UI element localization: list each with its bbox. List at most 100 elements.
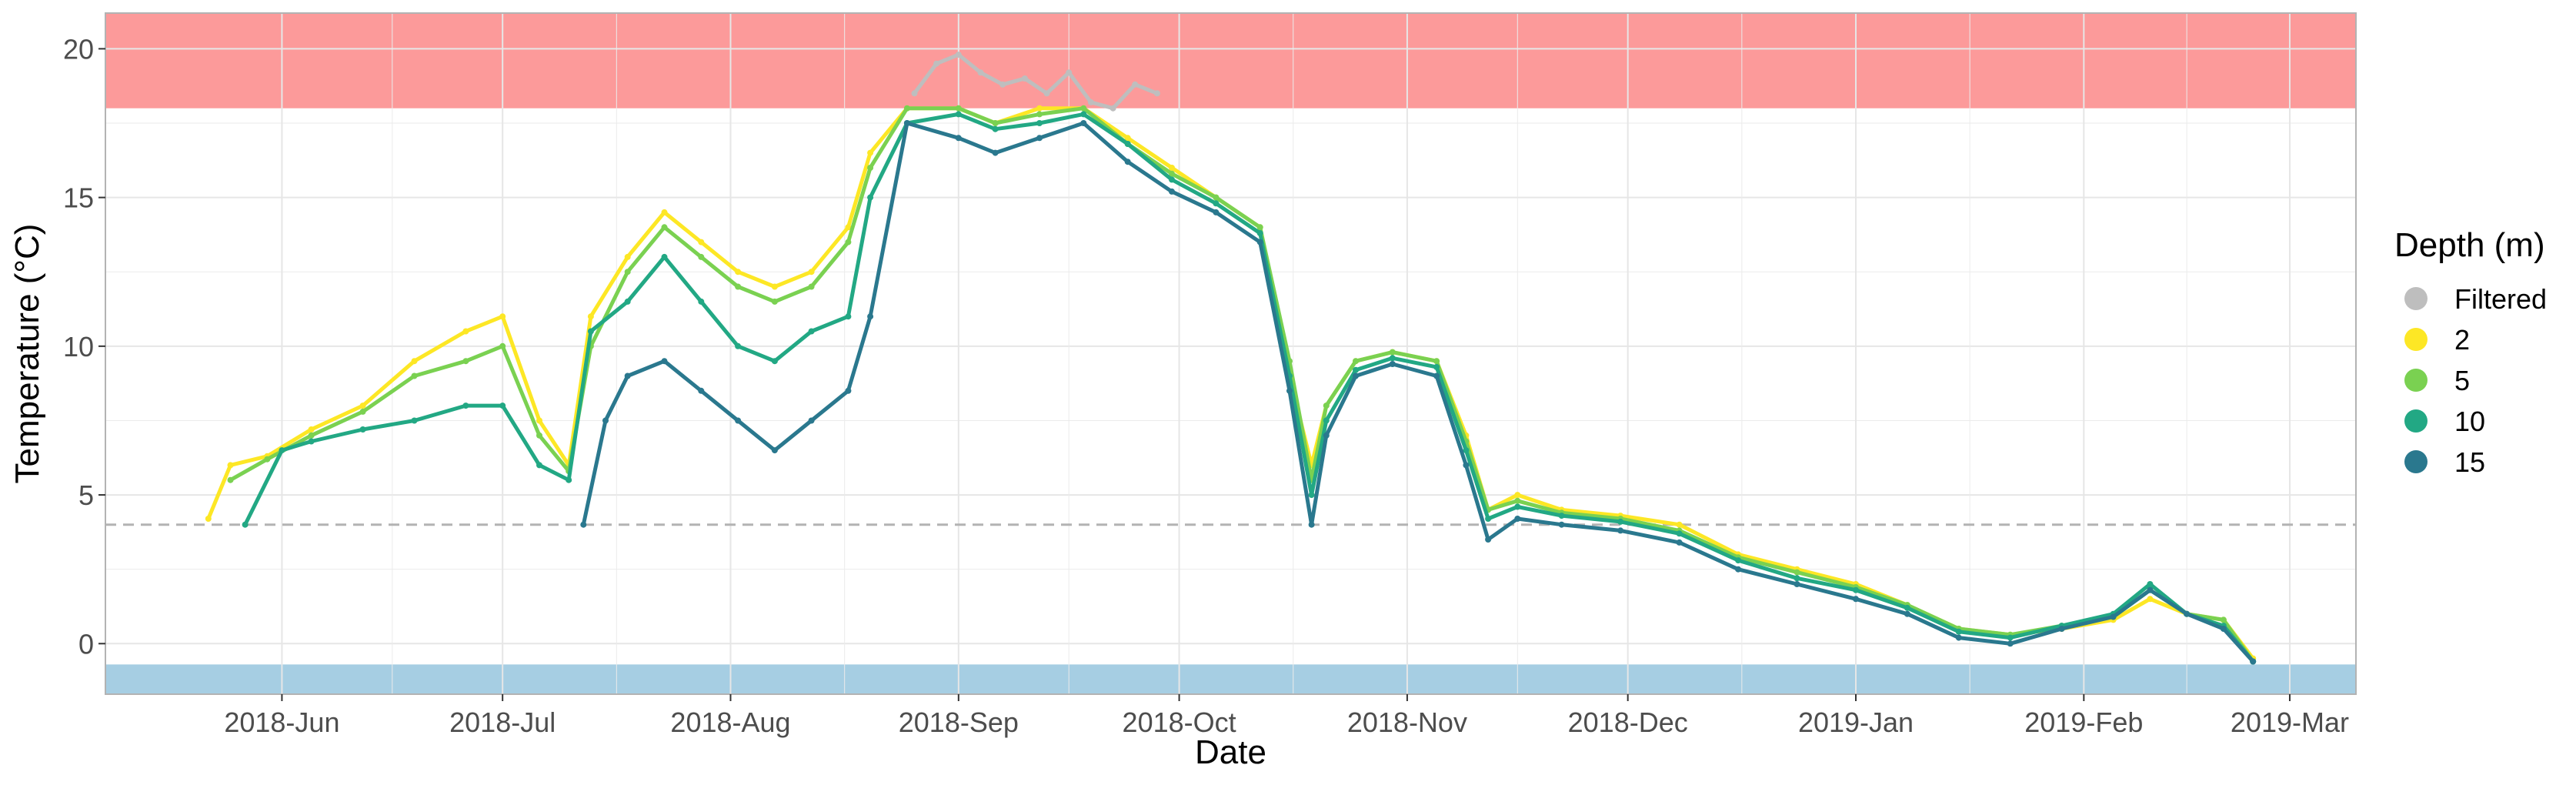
data-point (1955, 634, 1962, 641)
band-upper (105, 13, 2356, 109)
data-point (1080, 111, 1087, 118)
data-point (624, 269, 631, 276)
y-tick-label: 10 (63, 331, 94, 362)
legend-label: 10 (2454, 406, 2485, 437)
legend: Depth (m) Filtered 2 5 10 15 (2394, 226, 2547, 478)
data-point (308, 438, 315, 445)
data-point (1389, 355, 1396, 362)
y-axis-title: Temperature (°C) (8, 224, 46, 484)
data-point (2147, 596, 2154, 603)
data-point (242, 521, 249, 528)
data-point (1353, 358, 1359, 365)
y-tick-label: 0 (78, 628, 94, 660)
data-point (1213, 200, 1220, 207)
data-point (735, 269, 742, 276)
data-point (1485, 536, 1492, 543)
x-tick-label: 2018-Aug (670, 706, 790, 738)
data-point (580, 521, 587, 528)
data-point (698, 239, 705, 246)
data-point (264, 456, 271, 463)
data-point (499, 313, 506, 320)
data-point (1617, 527, 1624, 534)
data-point (1735, 557, 1742, 564)
data-point (308, 426, 315, 433)
data-point (771, 298, 778, 305)
legend-key-2 (2404, 328, 2428, 351)
y-tick-label: 15 (63, 182, 94, 214)
data-point (1036, 105, 1043, 112)
data-point (411, 372, 418, 379)
data-point (845, 313, 852, 320)
data-point (2147, 581, 2154, 587)
x-tick-label: 2018-Sep (899, 706, 1019, 738)
data-point (1124, 141, 1131, 147)
x-tick-label: 2019-Feb (2024, 706, 2143, 738)
data-point (308, 432, 315, 439)
data-point (624, 372, 631, 379)
data-point (1676, 530, 1683, 537)
data-point (1514, 497, 1521, 504)
data-point (1043, 90, 1050, 97)
data-point (1433, 358, 1440, 365)
data-point (808, 328, 815, 335)
data-point (2007, 640, 2014, 647)
data-point (977, 69, 984, 76)
data-point (845, 387, 852, 394)
data-point (1676, 521, 1683, 528)
data-point (602, 417, 609, 424)
x-tick-label: 2018-Dec (1568, 706, 1688, 738)
plot-panel-border (105, 12, 2357, 695)
data-point (1389, 361, 1396, 367)
data-point (1132, 81, 1139, 88)
data-point (1308, 521, 1315, 528)
data-point (411, 358, 418, 365)
legend-key-10 (2404, 409, 2428, 433)
y-tick-label: 20 (63, 33, 94, 65)
x-tick-label: 2018-Jun (224, 706, 339, 738)
data-point (1036, 111, 1043, 118)
data-point (2007, 634, 2014, 641)
band-lower (105, 664, 2356, 694)
data-point (735, 417, 742, 424)
data-point (566, 476, 572, 483)
data-point (1323, 432, 1330, 439)
data-point (2220, 626, 2227, 632)
data-point (1794, 575, 1800, 582)
x-tick-label: 2018-Oct (1123, 706, 1236, 738)
legend-label: Filtered (2454, 283, 2547, 315)
data-point (1794, 569, 1800, 576)
gridlines (105, 13, 2356, 694)
data-point (1389, 349, 1396, 356)
data-point (462, 358, 469, 365)
x-tick-label: 2018-Nov (1347, 706, 1467, 738)
data-point (1514, 516, 1521, 522)
data-point (661, 358, 668, 365)
data-point (1323, 403, 1330, 409)
data-point (1286, 387, 1293, 394)
data-point (845, 239, 852, 246)
data-point (2110, 613, 2117, 620)
data-point (279, 447, 285, 454)
series-15 (580, 120, 2257, 665)
data-point (735, 283, 742, 290)
data-point (1109, 105, 1116, 112)
data-point (359, 408, 366, 415)
data-point (1853, 596, 1859, 603)
data-point (2147, 586, 2154, 593)
legend-key-5 (2404, 369, 2428, 392)
x-axis-title: Date (1195, 733, 1266, 771)
data-point (1955, 628, 1962, 635)
data-point (587, 328, 594, 335)
data-point (1558, 521, 1565, 528)
data-point (845, 224, 852, 231)
data-point (1353, 366, 1359, 373)
data-point (1463, 447, 1470, 454)
data-point (1433, 363, 1440, 370)
data-point (205, 516, 212, 522)
data-point (955, 105, 962, 112)
data-point (1514, 492, 1521, 499)
data-point (1485, 516, 1492, 522)
data-point (1213, 209, 1220, 215)
data-point (1080, 120, 1087, 126)
